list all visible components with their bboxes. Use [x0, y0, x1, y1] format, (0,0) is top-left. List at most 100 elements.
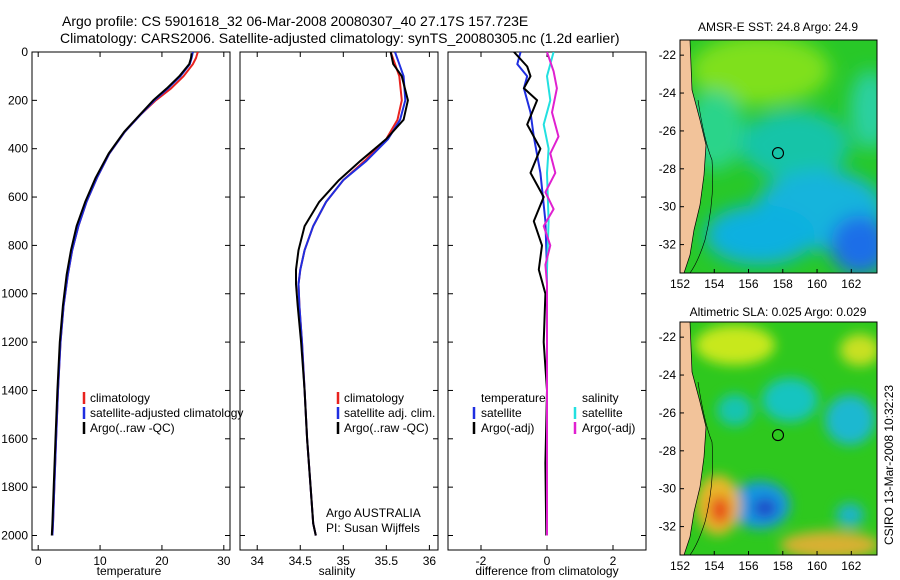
temperature-axis-label: temperature [97, 564, 162, 578]
map-x-tick-label: 160 [807, 559, 827, 573]
map-y-tick-label: -24 [659, 86, 677, 100]
map-x-tick-label: 160 [807, 277, 827, 291]
salinity-legend: climatology satellite adj. clim. Argo(..… [336, 391, 435, 435]
legend-label-satellite: satellite-adjusted climatology [90, 406, 243, 420]
sst-map [680, 40, 877, 273]
legend-label-sal-argo: Argo(-adj) [582, 421, 635, 435]
legend-title-salinity: salinity [582, 391, 619, 405]
legend-label-sal-satellite: satellite [582, 406, 623, 420]
x-tick-label: 30 [217, 554, 231, 568]
y-tick-label: 1800 [1, 480, 28, 494]
legend-label-argo: Argo(..raw -QC) [90, 421, 175, 435]
map-y-tick-label: -24 [659, 368, 677, 382]
map-x-tick-label: 156 [739, 277, 759, 291]
sla-map-ticks: 152 154 156 158 160 162 -22 -24 -26 -28 -30 -32 [659, 330, 862, 573]
x-tick-label: 35.5 [375, 554, 399, 568]
series-line [542, 52, 560, 536]
temperature-plot-frame [31, 51, 231, 551]
sst-map-ticks: 152 154 156 158 160 162 -22 -24 -26 -28 -30 -32 [659, 48, 862, 291]
y-tick-label: 200 [8, 93, 28, 107]
legend-label-satellite: satellite adj. clim. [344, 406, 435, 420]
x-tick-label: 0 [35, 554, 42, 568]
credit-institution: Argo AUSTRALIA [326, 506, 421, 520]
x-tick-label: -2 [476, 554, 487, 568]
y-tick-label: 400 [8, 142, 28, 156]
sst-coastline [680, 40, 707, 273]
series-line [297, 52, 407, 536]
map-y-tick-label: -30 [659, 200, 677, 214]
temperature-legend: climatology satellite-adjusted climatolo… [82, 391, 243, 435]
series-line [516, 52, 548, 536]
sst-map-frame [679, 39, 878, 274]
temperature-axis-ticks: 0 10 20 30 0 200 400 600 800 1000 1200 1400 1600 1800… [1, 45, 231, 568]
x-tick-label: 2 [610, 554, 617, 568]
series-line [297, 52, 403, 536]
salinity-plot-frame [239, 51, 439, 551]
temperature-series [50, 52, 199, 536]
map-x-tick-label: 154 [704, 277, 724, 291]
figure-title-line2: Climatology: CARS2006. Satellite-adjuste… [60, 30, 620, 46]
x-tick-label: 0 [544, 554, 551, 568]
sla-isobath [689, 381, 713, 555]
salinity-series [295, 52, 409, 536]
map-x-tick-label: 152 [670, 277, 690, 291]
map-x-tick-label: 162 [841, 559, 861, 573]
sst-map-title: AMSR-E SST: 24.8 Argo: 24.9 [698, 20, 858, 34]
y-tick-label: 0 [21, 45, 28, 59]
sla-map [680, 322, 877, 555]
x-tick-label: 20 [155, 554, 169, 568]
y-tick-label: 1400 [1, 383, 28, 397]
legend-title-temperature: temperature [481, 391, 546, 405]
legend-label-argo: Argo(..raw -QC) [344, 421, 429, 435]
legend-label-climatology: climatology [344, 391, 404, 405]
series-line [513, 52, 548, 536]
y-tick-label: 1600 [1, 432, 28, 446]
x-tick-label: 10 [93, 554, 107, 568]
map-y-tick-label: -26 [659, 406, 677, 420]
map-y-tick-label: -28 [659, 444, 677, 458]
difference-axis-label: difference from climatology [475, 564, 618, 578]
difference-legend: temperature satellite Argo(-adj) salinit… [472, 391, 635, 435]
map-x-tick-label: 152 [670, 559, 690, 573]
timestamp: CSIRO 13-Mar-2008 10:32:23 [882, 385, 896, 545]
series-line [51, 52, 194, 536]
y-tick-label: 600 [8, 190, 28, 204]
x-tick-label: 34.5 [289, 554, 313, 568]
map-y-tick-label: -26 [659, 124, 677, 138]
map-x-tick-label: 158 [773, 277, 793, 291]
x-tick-label: 35 [337, 554, 351, 568]
legend-label-climatology: climatology [90, 391, 150, 405]
sla-map-title: Altimetric SLA: 0.025 Argo: 0.029 [690, 305, 867, 319]
map-y-tick-label: -22 [659, 48, 677, 62]
map-x-tick-label: 156 [739, 559, 759, 573]
x-tick-label: 36 [423, 554, 437, 568]
sla-argo-location-marker [771, 429, 785, 442]
map-y-tick-label: -30 [659, 482, 677, 496]
map-y-tick-label: -28 [659, 162, 677, 176]
y-tick-label: 1200 [1, 335, 28, 349]
map-y-tick-label: -32 [659, 238, 677, 252]
credit-pi: PI: Susan Wijffels [326, 521, 420, 535]
series-line [50, 53, 193, 536]
series-line [51, 52, 199, 536]
difference-series [513, 52, 560, 536]
figure-title-line1: Argo profile: CS 5901618_32 06-Mar-2008 … [62, 13, 528, 29]
sla-map-frame [679, 321, 878, 556]
legend-label-temp-argo: Argo(-adj) [481, 421, 534, 435]
map-x-tick-label: 154 [704, 559, 724, 573]
difference-axis-ticks: -2 0 2 [448, 51, 646, 568]
map-x-tick-label: 162 [841, 277, 861, 291]
salinity-axis-label: salinity [319, 564, 356, 578]
sst-isobath [689, 99, 713, 273]
sla-coastline [680, 322, 707, 555]
map-y-tick-label: -22 [659, 330, 677, 344]
map-x-tick-label: 158 [773, 559, 793, 573]
y-tick-label: 800 [8, 238, 28, 252]
legend-label-temp-satellite: satellite [481, 406, 522, 420]
map-y-tick-label: -32 [659, 520, 677, 534]
x-tick-label: 34 [251, 554, 265, 568]
sst-argo-location-marker [771, 147, 785, 160]
salinity-axis-ticks: 34 34.5 35 35.5 36 [240, 51, 438, 568]
series-line [295, 52, 409, 536]
